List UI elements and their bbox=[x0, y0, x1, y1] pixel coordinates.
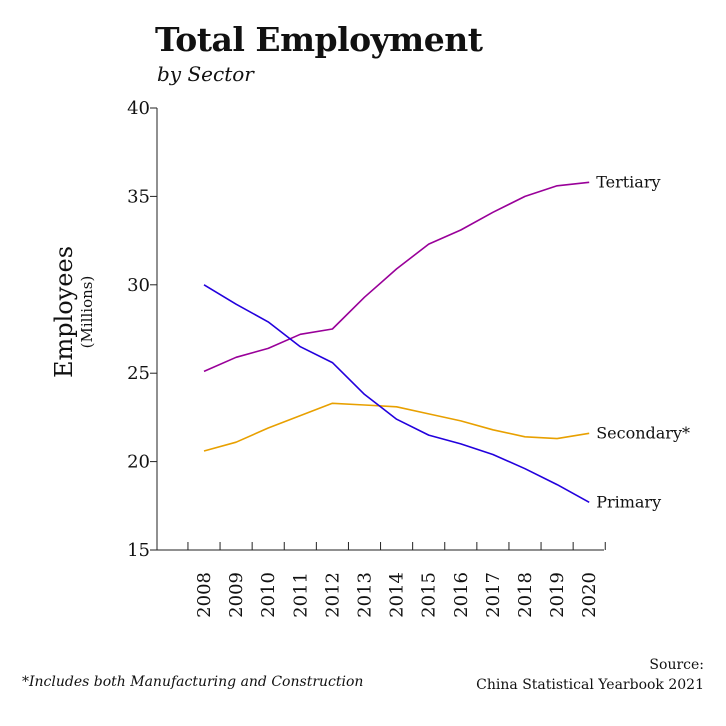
x-tick-label: 2017 bbox=[483, 572, 504, 618]
y-tick-label: 30 bbox=[127, 275, 150, 296]
axes bbox=[156, 108, 604, 551]
y-ticks: 15 20 25 30 35 40 bbox=[127, 98, 157, 561]
series-label-primary: Primary bbox=[596, 492, 661, 511]
x-tick-label: 2016 bbox=[451, 572, 472, 618]
x-tick-label: 2013 bbox=[355, 572, 376, 618]
source-note: Source: China Statistical Yearbook 2021 bbox=[476, 655, 704, 695]
y-tick-label: 20 bbox=[127, 452, 150, 473]
x-tick-label: 2011 bbox=[290, 572, 311, 618]
series-label-secondary: Secondary* bbox=[596, 423, 690, 442]
chart-title: Total Employment bbox=[155, 20, 483, 59]
x-tick-label: 2014 bbox=[387, 572, 408, 618]
y-tick-label: 40 bbox=[127, 98, 150, 119]
series-line-tertiary bbox=[203, 181, 590, 373]
x-tick-label: 2009 bbox=[226, 572, 247, 618]
y-tick-label: 25 bbox=[127, 363, 150, 384]
series-line-secondary bbox=[203, 402, 590, 452]
series-line-primary bbox=[203, 284, 590, 504]
x-tick-label: 2018 bbox=[515, 572, 536, 618]
y-tick-label: 35 bbox=[127, 186, 150, 207]
chart-subtitle: by Sector bbox=[157, 62, 254, 86]
x-tick-label: 2019 bbox=[547, 572, 568, 618]
x-tick-label: 2010 bbox=[258, 572, 279, 618]
x-tick-label: 2015 bbox=[419, 572, 440, 618]
x-ticks: 2008 2009 2010 2011 2012 2013 2014 2015 2016 2017… bbox=[187, 542, 606, 618]
series-label-tertiary: Tertiary bbox=[596, 172, 660, 191]
source-name: China Statistical Yearbook 2021 bbox=[476, 677, 704, 693]
source-label: Source: bbox=[649, 657, 704, 673]
y-axis-sublabel: (Millions) bbox=[78, 276, 96, 349]
y-axis-label: Employees bbox=[50, 246, 78, 378]
x-tick-label: 2020 bbox=[579, 572, 600, 618]
footnote: *Includes both Manufacturing and Constru… bbox=[22, 674, 364, 690]
x-tick-label: 2012 bbox=[322, 572, 343, 618]
series-lines bbox=[203, 181, 590, 504]
y-tick-label: 15 bbox=[127, 540, 150, 561]
series-labels: Tertiary Secondary* Primary bbox=[596, 172, 690, 511]
y-axis-title: Employees (Millions) bbox=[50, 246, 96, 378]
x-tick-label: 2008 bbox=[194, 572, 215, 618]
